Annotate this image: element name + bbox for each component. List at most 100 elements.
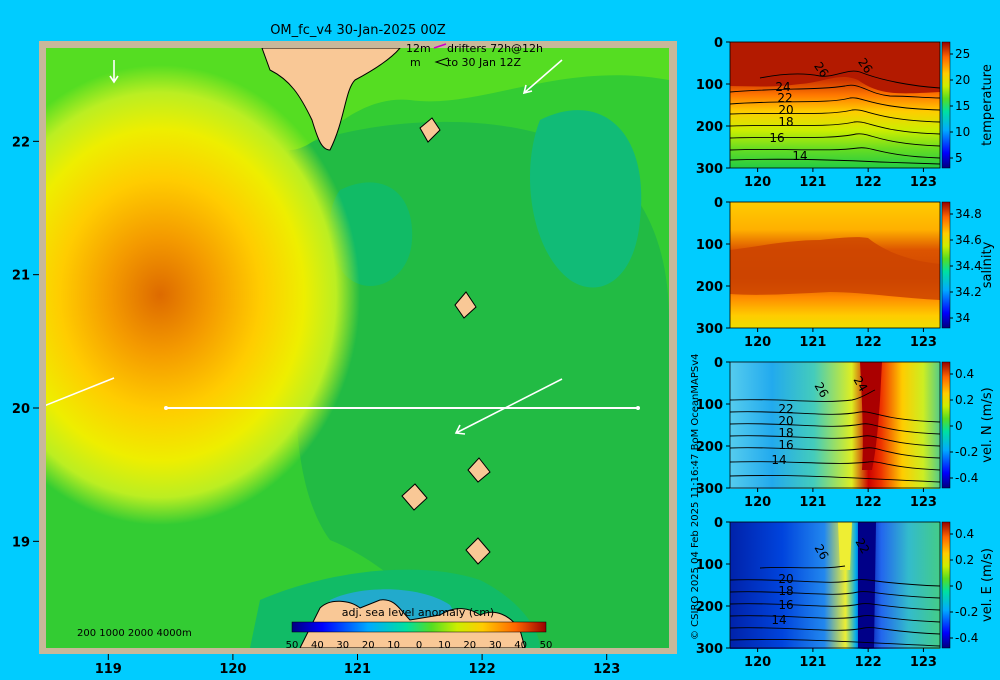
map-x-tick-label: 123 [593, 662, 620, 677]
panel-colorbar [941, 521, 951, 649]
island-5 [465, 537, 491, 565]
panel-x-tick-label: 122 [855, 175, 882, 190]
contour-label: 24 [775, 80, 790, 94]
temp-contours [729, 70, 941, 165]
panel-colorbar-tick-label: 10 [955, 125, 970, 139]
contour-label: 18 [778, 426, 793, 440]
island-4 [401, 483, 428, 511]
panel-y-tick-label: 200 [696, 600, 723, 615]
eddy-high [46, 65, 360, 525]
panel-temperature [729, 42, 941, 168]
panel-y-tick-label: 300 [696, 162, 723, 177]
panel-x-tick-label: 123 [910, 335, 937, 350]
panel-colorbar-tick-label: 0.4 [955, 367, 974, 381]
panel-colorbar-tick-label: -0.2 [955, 445, 978, 459]
panel-colorbar-tick-label: 0.2 [955, 553, 974, 567]
panel-colorbar-tick-label: 34 [955, 311, 970, 325]
panel-axes: 120 121 122 1230100200300252015105temperatu… [696, 36, 995, 670]
colorbar-ticks: 50 40 30 20 10 0 10 20 30 40 50 [286, 640, 553, 651]
veln-contours [729, 389, 941, 483]
panel-frame [729, 41, 941, 169]
panel-y-tick-label: 0 [714, 516, 723, 531]
panel-colorbar-tick-label: 20 [955, 73, 970, 87]
contour-label: 20 [778, 572, 793, 586]
panel-y-tick-label: 200 [696, 440, 723, 455]
panel-y-tick-label: 0 [714, 196, 723, 211]
panel-y-tick-label: 100 [696, 558, 723, 573]
contour-label: 18 [778, 584, 793, 598]
sal-max-core [730, 237, 940, 300]
panel-colorbar-tick-label: -0.4 [955, 471, 978, 485]
arrow-w [46, 377, 115, 407]
veln-north-jet [860, 362, 882, 470]
panel-vel-n [729, 362, 941, 489]
panel-x-tick-label: 121 [799, 175, 826, 190]
panel-x-tick-label: 121 [799, 495, 826, 510]
panel-x-tick-label: 123 [910, 175, 937, 190]
panel-ylabel: vel. E (m/s) [980, 548, 995, 622]
panel-frame [729, 201, 941, 329]
drift-legend-a: 12m [406, 42, 431, 55]
vele-contours [729, 565, 941, 647]
map-title: OM_fc_v4 30-Jan-2025 00Z [270, 23, 446, 38]
panel-colorbar-tick-label: 25 [955, 47, 970, 61]
current-arrows [46, 59, 563, 435]
map-x-tick-label: 120 [219, 662, 246, 677]
colorbar-tick-label: 0 [416, 640, 422, 651]
panel-vel-e [729, 522, 941, 649]
panel-x-tick-label: 121 [799, 335, 826, 350]
panel-x-tick-label: 123 [910, 495, 937, 510]
main-map: OM_fc_v4 30-Jan-2025 00Z 12m drifters 72… [12, 23, 701, 677]
contour-teal-east [530, 110, 642, 288]
panel-y-tick-label: 0 [714, 356, 723, 371]
panel-x-tick-label: 123 [910, 655, 937, 670]
colorbar-tick-label: 30 [336, 640, 349, 651]
contour-label: 24 [851, 374, 871, 394]
colorbar-tick-label: 40 [514, 640, 527, 651]
panel-colorbar-tick-label: 34.8 [955, 207, 982, 221]
panel-x-tick-label: 120 [744, 175, 771, 190]
colorbar-tick-label: 50 [286, 640, 299, 651]
island-1 [419, 117, 441, 143]
depth-key: 200 1000 2000 4000m [77, 628, 192, 639]
contour-label: 18 [778, 115, 793, 129]
panel-colorbar-tick-label: 0.4 [955, 527, 974, 541]
panel-y-tick-label: 200 [696, 120, 723, 135]
panel-colorbar-tick-label: 15 [955, 99, 970, 113]
contour-label: 16 [778, 438, 793, 452]
vele-east-patch [838, 522, 852, 570]
map-y-tick-label: 20 [12, 402, 30, 417]
panel-y-tick-label: 100 [696, 78, 723, 93]
arrow-ne [522, 59, 563, 95]
map-x-tick-label: 121 [344, 662, 371, 677]
panel-colorbar-tick-label: 34.2 [955, 285, 982, 299]
drift-legend-mark [433, 43, 447, 49]
contour-label: 20 [778, 103, 793, 117]
panel-colorbar-tick-label: 0 [955, 579, 963, 593]
panel-ylabel: vel. N (m/s) [980, 387, 995, 462]
panel-colorbar-tick-label: 0 [955, 419, 963, 433]
panel-ylabel: salinity [980, 241, 995, 288]
arrow-nw [109, 60, 119, 84]
contour-label: 22 [777, 91, 792, 105]
panel-y-tick-label: 300 [696, 322, 723, 337]
panel-colorbar-tick-label: -0.4 [955, 631, 978, 645]
section-line [164, 406, 640, 410]
panel-colorbar-tick-label: -0.2 [955, 605, 978, 619]
colorbar-tick-label: 20 [362, 640, 375, 651]
drift-legend-d: to 30 Jan 12Z [447, 56, 521, 69]
contour-label: 22 [778, 402, 793, 416]
map-x-tick-label: 119 [95, 662, 122, 677]
colorbar-tick-label: 40 [311, 640, 324, 651]
contour-label: 16 [778, 598, 793, 612]
map-y-tick-label: 22 [12, 135, 30, 150]
panel-y-tick-label: 300 [696, 642, 723, 657]
map-y-tick-label: 19 [12, 535, 30, 550]
panel-x-tick-label: 120 [744, 495, 771, 510]
panel-salinity [730, 202, 940, 328]
panel-x-tick-label: 122 [855, 495, 882, 510]
contour-label: 26 [812, 542, 832, 562]
copyright: © CSIRO 2025 04 Feb 2025 11:16:47 BoM Oc… [690, 354, 701, 641]
panel-colorbar-tick-label: 0.2 [955, 393, 974, 407]
